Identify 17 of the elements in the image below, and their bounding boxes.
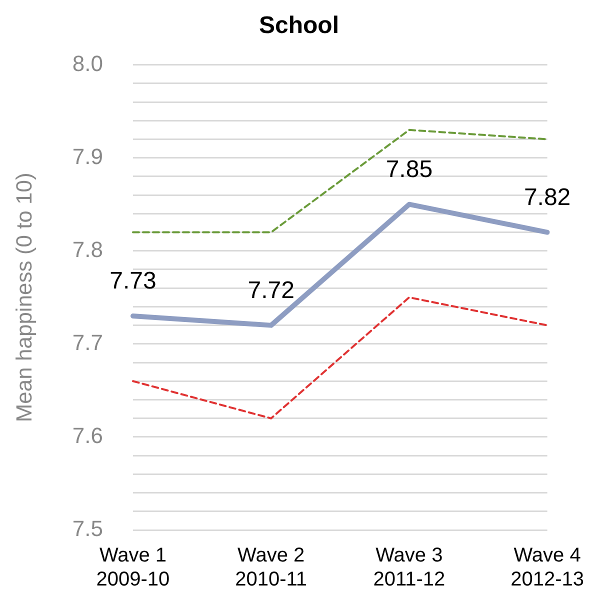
data-label: 7.82	[524, 184, 571, 211]
y-tick-label: 7.9	[72, 144, 103, 169]
chart-title: School	[258, 12, 340, 40]
data-label: 7.85	[386, 156, 433, 183]
data-label: 7.72	[248, 276, 294, 304]
y-tick-label: 8.0	[72, 50, 103, 76]
x-tick-label: Wave 2 2010-11	[235, 544, 308, 591]
line-series	[132, 296, 548, 420]
y-tick-label: 7.8	[72, 236, 103, 262]
y-axis-title: Mean happiness (0 to 10)	[11, 172, 36, 422]
x-tick-label: Wave 3 2011-12	[373, 544, 446, 591]
x-tick-label: Wave 4 2012-13	[510, 544, 584, 591]
y-tick-label: 7.5	[72, 516, 103, 542]
y-tick-label: 7.6	[72, 423, 103, 448]
data-label: 7.73	[110, 268, 156, 295]
y-tick-label: 7.7	[72, 330, 103, 355]
x-tick-label: Wave 1 2009-10	[96, 544, 170, 591]
